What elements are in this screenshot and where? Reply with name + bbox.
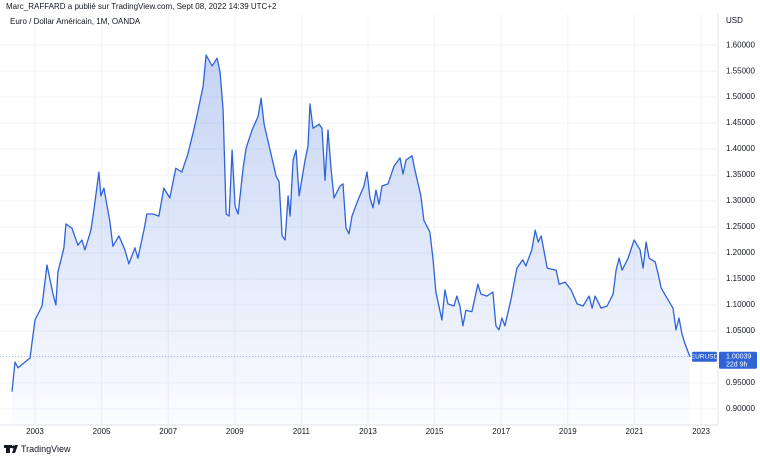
x-tick-label: 2003 (26, 427, 44, 436)
symbol-label: EURUSD (691, 354, 719, 361)
y-tick-label: 0.95000 (726, 378, 755, 387)
footer-logo (4, 445, 18, 453)
y-tick-label: 1.30000 (726, 196, 755, 205)
area-fill (12, 55, 690, 425)
x-tick-label: 2005 (93, 427, 111, 436)
x-tick-label: 2007 (159, 427, 177, 436)
y-tick-label: 1.45000 (726, 118, 755, 127)
header-text: Marc_RAFFARD a publié sur TradingView.co… (6, 2, 277, 11)
x-tick-label: 2009 (226, 427, 244, 436)
y-tick-label: 1.60000 (726, 40, 755, 49)
y-tick-label: 1.55000 (726, 66, 755, 75)
price-tag (719, 351, 757, 369)
y-axis-label: USD (726, 16, 743, 25)
x-tick-label: 2019 (559, 427, 577, 436)
y-tick-label: 1.10000 (726, 300, 755, 309)
y-tick-label: 1.50000 (726, 92, 755, 101)
y-tick-label: 1.20000 (726, 248, 755, 257)
y-tick-label: 1.05000 (726, 326, 755, 335)
x-tick-label: 2011 (293, 427, 311, 436)
footer-brand: TradingView (21, 444, 71, 454)
price-label: 1.00039 (726, 354, 751, 361)
x-tick-label: 2013 (359, 427, 377, 436)
y-tick-label: 0.90000 (726, 404, 755, 413)
y-tick-label: 1.40000 (726, 144, 755, 153)
plot (0, 14, 718, 425)
chart-title: Euro / Dollar Américain, 1M, OANDA (10, 17, 141, 26)
y-tick-label: 1.35000 (726, 170, 755, 179)
price-line (11, 54, 691, 392)
y-tick-label: 1.15000 (726, 274, 755, 283)
x-tick-label: 2021 (626, 427, 644, 436)
y-tick-label: 1.25000 (726, 222, 755, 231)
countdown-label: 22d 9h (726, 362, 748, 369)
x-tick-label: 2015 (426, 427, 444, 436)
x-tick-label: 2023 (692, 427, 710, 436)
symbol-tag (692, 351, 717, 362)
x-tick-label: 2017 (492, 427, 510, 436)
